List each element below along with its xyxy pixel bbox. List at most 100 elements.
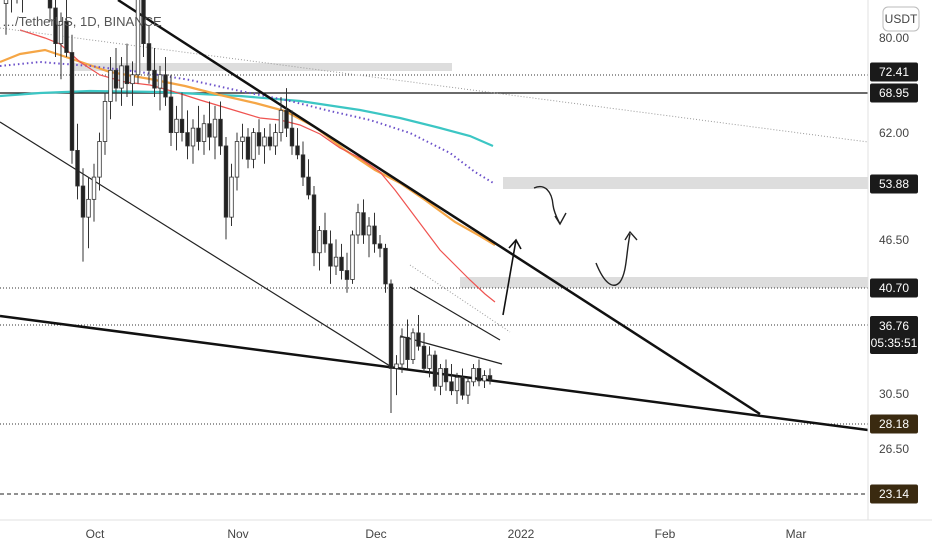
time-tick-label: Oct (86, 527, 105, 541)
candle (361, 199, 366, 244)
candle (102, 92, 108, 155)
candle-body (234, 141, 240, 178)
candle-body (168, 96, 174, 134)
candle (344, 252, 350, 293)
candle-body (108, 69, 113, 102)
candle-body (190, 127, 196, 147)
candle-body (97, 141, 102, 178)
candle (130, 61, 135, 106)
candle (108, 56, 113, 120)
candle (311, 186, 317, 267)
time-tick-label: Mar (786, 527, 807, 541)
candle-body (344, 270, 350, 280)
candle (168, 74, 174, 146)
candle (372, 212, 377, 253)
candle-body (460, 376, 465, 396)
candle-body (471, 368, 476, 383)
candle (377, 234, 383, 258)
candle-body (58, 20, 64, 45)
support-zone-lower (460, 277, 868, 288)
channel-dotted-line (409, 264, 511, 333)
candle-body (487, 375, 493, 380)
candle (53, 0, 58, 57)
channel-upper-line (409, 286, 501, 341)
candle-body (212, 118, 218, 138)
candle (432, 350, 438, 391)
candle-body (185, 132, 190, 147)
candle-body (355, 212, 361, 236)
candle (300, 141, 306, 187)
candle-body (152, 69, 157, 89)
candle-body (454, 376, 460, 392)
candle (333, 239, 339, 276)
candle (185, 110, 190, 160)
breakout-arrow-line (502, 239, 517, 316)
candle (146, 25, 152, 84)
rise-arrow-head (624, 230, 638, 241)
candle (410, 328, 416, 365)
candle (124, 43, 130, 98)
candle-body (124, 65, 130, 85)
candle (383, 243, 388, 293)
red-moving-average (19, 29, 496, 303)
candle (80, 168, 86, 262)
candle-body (196, 127, 201, 142)
candle (284, 88, 289, 138)
price-tag: 68.95 (870, 83, 918, 103)
price-tag: 23.14 (870, 484, 918, 504)
price-tag: 53.88 (870, 174, 918, 194)
candle (454, 372, 460, 405)
resistance-zone-middle (503, 177, 868, 189)
candle-body (377, 243, 383, 249)
candle-body (416, 332, 421, 347)
price-tag-label: 72.41 (879, 65, 909, 79)
candle (289, 110, 295, 155)
candle (174, 105, 179, 151)
candle (416, 315, 421, 351)
candle (399, 328, 405, 373)
price-tag-label: 36.76 (879, 319, 909, 333)
candle-body (322, 230, 328, 245)
candle (141, 0, 146, 57)
time-tick-label: Feb (655, 527, 676, 541)
candle-body (53, 7, 58, 45)
candle (273, 123, 278, 155)
candle (306, 159, 311, 200)
candle (163, 56, 168, 106)
inner-wedge-line (0, 121, 391, 367)
candle-body (339, 256, 344, 271)
candle (201, 114, 207, 155)
candle-body (64, 20, 69, 53)
candle (405, 319, 410, 369)
time-tick-label: 2022 (508, 527, 535, 541)
candle (322, 212, 328, 253)
candle (179, 92, 185, 142)
candle (251, 128, 256, 169)
candle-body (317, 230, 322, 254)
price-tick-label: 62.00 (879, 126, 909, 140)
candle-body (146, 43, 152, 71)
candle (245, 128, 251, 169)
candle (75, 123, 80, 200)
candle-body (295, 145, 300, 156)
drop-arrow-head (554, 212, 567, 226)
candle (190, 119, 196, 164)
candle-body (223, 145, 229, 218)
candle-body (218, 118, 223, 147)
price-tag-box (870, 83, 918, 103)
candle-body (75, 150, 80, 187)
candle-body (179, 118, 185, 134)
candle-body (256, 132, 262, 147)
candle (234, 132, 240, 191)
candle-body (47, 0, 53, 9)
currency-badge[interactable] (882, 6, 920, 32)
price-tag-box (870, 62, 918, 82)
candle-body (80, 185, 86, 218)
candle-body (91, 176, 97, 200)
rise-arrow-curve (595, 233, 631, 286)
candle-body (372, 225, 377, 245)
candle-body (163, 74, 168, 98)
candle (427, 346, 432, 378)
